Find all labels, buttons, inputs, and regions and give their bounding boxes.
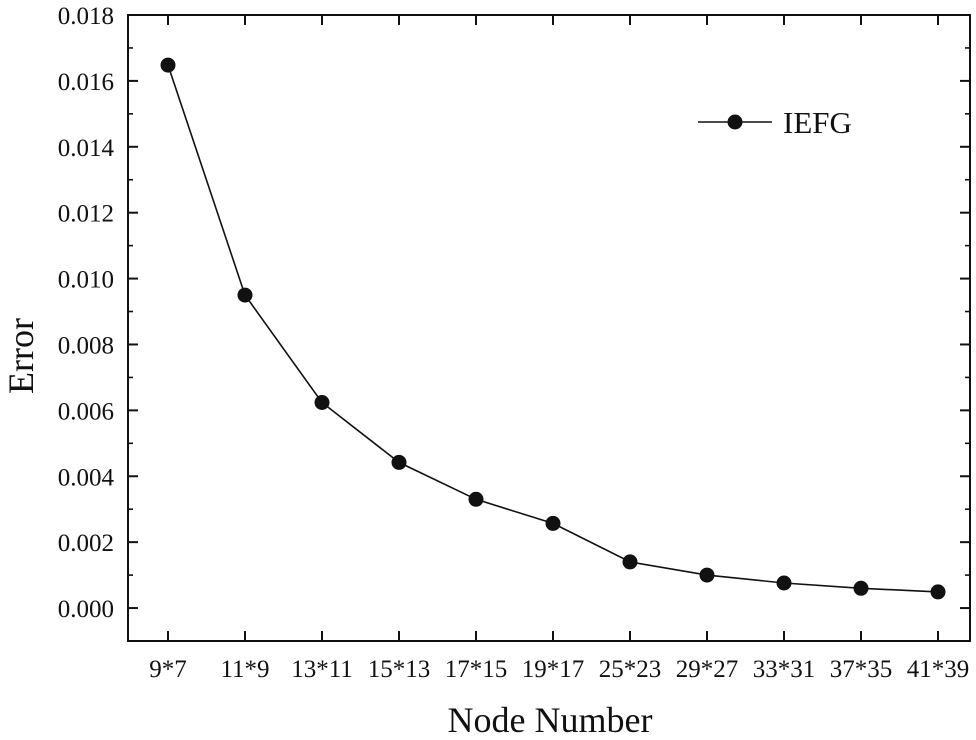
data-point (160, 57, 176, 73)
x-tick-label: 37*35 (830, 656, 893, 683)
x-axis-title: Node Number (448, 700, 653, 740)
data-point (622, 554, 638, 570)
y-tick-label: 0.008 (58, 332, 114, 359)
y-tick-label: 0.006 (58, 398, 114, 425)
x-tick-label: 17*15 (445, 656, 508, 683)
y-tick-label: 0.012 (58, 201, 114, 228)
x-tick-label: 11*9 (220, 656, 269, 683)
x-tick-label: 15*13 (368, 656, 431, 683)
plot-frame (127, 14, 971, 642)
x-tick-label: 25*23 (599, 656, 662, 683)
data-point (468, 491, 484, 507)
y-tick-label: 0.010 (58, 267, 114, 294)
data-point (930, 584, 946, 600)
y-axis-ticks: 0.000 0.002 0.004 0.006 0.008 0.010 0.012 0.014… (58, 3, 970, 623)
data-point (853, 580, 869, 596)
legend-label: IEFG (783, 105, 852, 140)
y-tick-label: 0.016 (58, 69, 114, 96)
data-point (699, 567, 715, 583)
y-axis-title: Error (1, 318, 41, 394)
y-tick-label: 0.004 (58, 464, 115, 491)
x-tick-label: 33*31 (753, 656, 816, 683)
legend: IEFG (698, 105, 852, 140)
legend-marker (727, 114, 743, 130)
data-point (391, 454, 407, 470)
series-line (167, 64, 939, 593)
x-tick-label: 29*27 (676, 656, 739, 683)
x-tick-label: 9*7 (149, 656, 187, 683)
y-tick-label: 0.002 (58, 530, 114, 557)
data-point (237, 287, 253, 303)
x-axis-ticks: 9*7 11*9 13*11 15*13 17*15 19*17 25*23 29*27 33*… (149, 15, 969, 683)
x-tick-label: 41*39 (907, 656, 970, 683)
data-point (314, 395, 330, 410)
x-tick-label: 13*11 (291, 656, 353, 683)
y-tick-label: 0.000 (58, 596, 114, 623)
series-iefg (160, 57, 946, 600)
y-tick-label: 0.014 (58, 135, 115, 162)
x-tick-label: 19*17 (522, 656, 585, 683)
y-tick-label: 0.018 (58, 3, 114, 30)
data-point (776, 575, 792, 591)
data-point (545, 515, 561, 531)
